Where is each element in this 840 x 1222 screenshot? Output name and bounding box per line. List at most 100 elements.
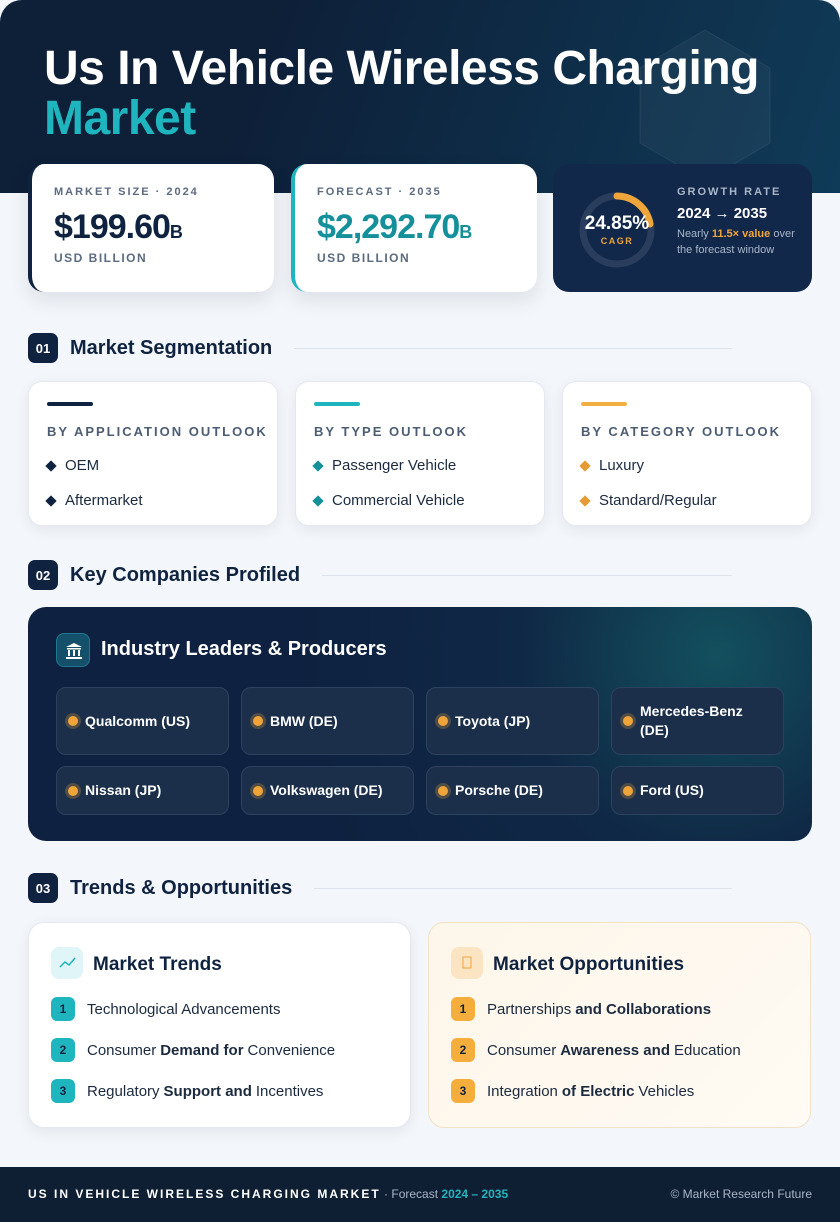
item-text: Partnerships bbox=[487, 1000, 572, 1018]
item-text: Integration bbox=[487, 1082, 558, 1100]
value: $199.60 bbox=[54, 208, 171, 246]
item-text: Consumer bbox=[87, 1041, 157, 1059]
divider bbox=[322, 575, 732, 576]
growth-period: 2024 → 2035 bbox=[677, 205, 768, 222]
dot bbox=[438, 785, 448, 796]
stat-label: MARKET SIZE · 2024 bbox=[54, 186, 199, 198]
company-chip: Qualcomm (US) bbox=[56, 687, 229, 755]
item-number: 2 bbox=[51, 1038, 75, 1062]
growth-note: Nearly 11.5× value over the forecast win… bbox=[677, 226, 795, 258]
company-name: Qualcomm (US) bbox=[85, 712, 191, 729]
bullet bbox=[579, 494, 591, 507]
item-text: OEM bbox=[65, 457, 100, 474]
stat-value: $2,292.70B bbox=[317, 208, 537, 247]
segment-item: Standard/Regular bbox=[579, 492, 811, 509]
list-item: 2 Consumer Demand for Convenience bbox=[51, 1038, 335, 1062]
list-item: 2 Consumer Awareness and Education bbox=[451, 1038, 741, 1062]
company-name: Nissan (JP) bbox=[85, 782, 162, 798]
footer-period: 2024 – 2035 bbox=[441, 1187, 509, 1201]
company-chip: Porsche (DE) bbox=[426, 766, 599, 815]
item-text: Consumer bbox=[487, 1041, 557, 1059]
dot bbox=[253, 785, 263, 796]
footer: US IN VEHICLE WIRELESS CHARGING MARKET ·… bbox=[0, 1167, 840, 1222]
header-band bbox=[0, 0, 840, 193]
segment-card: BY CATEGORY OUTLOOK Luxury Standard/Regula… bbox=[562, 381, 812, 526]
section-title: Market Segmentation bbox=[70, 337, 273, 359]
item-text: and Collaborations bbox=[575, 1000, 712, 1018]
companies-panel: Industry Leaders & Producers Qualcomm (U… bbox=[28, 607, 812, 841]
item-text: Demand for bbox=[160, 1041, 244, 1059]
company-chip: Ford (US) bbox=[611, 766, 784, 815]
segment-title: BY TYPE OUTLOOK bbox=[314, 424, 468, 439]
stat-note: USD BILLION bbox=[54, 251, 148, 265]
stat-card: FORECAST · 2035 $2,292.70B USD BILLION bbox=[291, 164, 537, 292]
title-line-accent: Market bbox=[44, 92, 196, 145]
item-number: 1 bbox=[451, 997, 475, 1021]
item-number: 3 bbox=[51, 1079, 75, 1103]
dot bbox=[623, 716, 633, 726]
panel-title: Industry Leaders & Producers bbox=[101, 638, 387, 660]
bullet bbox=[312, 459, 324, 472]
list-item: 3 Regulatory Support and Incentives bbox=[51, 1079, 323, 1103]
footer-title: US IN VEHICLE WIRELESS CHARGING MARKET bbox=[28, 1187, 381, 1201]
dot bbox=[68, 716, 78, 726]
company-name: Volkswagen (DE) bbox=[270, 782, 383, 798]
segment-item: Passenger Vehicle bbox=[312, 457, 544, 474]
dot bbox=[623, 785, 633, 796]
company-chip: Nissan (JP) bbox=[56, 766, 229, 815]
company-name: Mercedes-Benz (DE) bbox=[640, 703, 743, 738]
section-header: 02 Key Companies Profiled bbox=[28, 560, 812, 590]
growth-label: GROWTH RATE bbox=[677, 186, 782, 198]
dot bbox=[253, 716, 263, 726]
section-header: 01 Market Segmentation bbox=[28, 333, 812, 363]
bullet bbox=[45, 494, 57, 507]
segment-title: BY CATEGORY OUTLOOK bbox=[581, 424, 782, 439]
footer-source: © Market Research Future bbox=[670, 1187, 812, 1201]
bullet bbox=[45, 459, 57, 472]
card-title: Market Trends bbox=[93, 954, 222, 975]
dot bbox=[68, 785, 78, 796]
section-title: Key Companies Profiled bbox=[70, 564, 301, 586]
item-text: Luxury bbox=[599, 457, 645, 474]
section-number: 02 bbox=[28, 560, 58, 590]
item-number: 3 bbox=[451, 1079, 475, 1103]
item-text: Commercial Vehicle bbox=[332, 492, 465, 509]
growth-card: 24.85% CAGR GROWTH RATE 2024 → 2035 Near… bbox=[553, 164, 812, 292]
item-text: Incentives bbox=[255, 1082, 324, 1100]
section-number: 01 bbox=[28, 333, 58, 363]
item-number: 2 bbox=[451, 1038, 475, 1062]
cagr-value: 24.85% bbox=[584, 213, 650, 234]
chart-icon bbox=[51, 947, 83, 979]
item-text: Aftermarket bbox=[65, 492, 143, 509]
item-text: Support and bbox=[163, 1082, 252, 1100]
item-text: Vehicles bbox=[638, 1082, 695, 1100]
footer-left: US IN VEHICLE WIRELESS CHARGING MARKET ·… bbox=[28, 1187, 508, 1201]
stat-note: USD BILLION bbox=[317, 251, 411, 265]
stat-card: MARKET SIZE · 2024 $199.60B USD BILLION bbox=[28, 164, 274, 292]
company-chip: Mercedes-Benz (DE) bbox=[611, 687, 784, 755]
item-text: Standard/Regular bbox=[599, 492, 717, 509]
dot bbox=[438, 716, 448, 726]
note-text: Nearly bbox=[677, 228, 709, 240]
company-chip: BMW (DE) bbox=[241, 687, 414, 755]
accent-bar bbox=[581, 402, 627, 406]
value: $2,292.70 bbox=[317, 208, 460, 246]
bullet bbox=[579, 459, 591, 472]
list-item: 1 Partnerships and Collaborations bbox=[451, 997, 715, 1021]
note-highlight: 11.5× value bbox=[711, 228, 771, 240]
cagr-label: CAGR bbox=[600, 236, 634, 246]
company-name: Porsche (DE) bbox=[455, 782, 543, 798]
company-name: Ford (US) bbox=[640, 782, 704, 798]
cagr-ring bbox=[579, 192, 655, 268]
company-name: BMW (DE) bbox=[270, 712, 338, 729]
item-text: Regulatory bbox=[87, 1082, 160, 1100]
item-text: Passenger Vehicle bbox=[332, 457, 457, 474]
list-item: 1 Technological Advancements bbox=[51, 997, 280, 1021]
company-name: Toyota (JP) bbox=[455, 712, 531, 729]
stat-label: FORECAST · 2035 bbox=[317, 186, 442, 198]
company-chip: Volkswagen (DE) bbox=[241, 766, 414, 815]
item-text: of Electric bbox=[561, 1082, 635, 1100]
opportunities-card: Market Opportunities 1 Partnerships and Col… bbox=[428, 922, 811, 1128]
item-text: Technological Advancements bbox=[87, 1000, 281, 1018]
segment-item: Aftermarket bbox=[45, 492, 277, 509]
